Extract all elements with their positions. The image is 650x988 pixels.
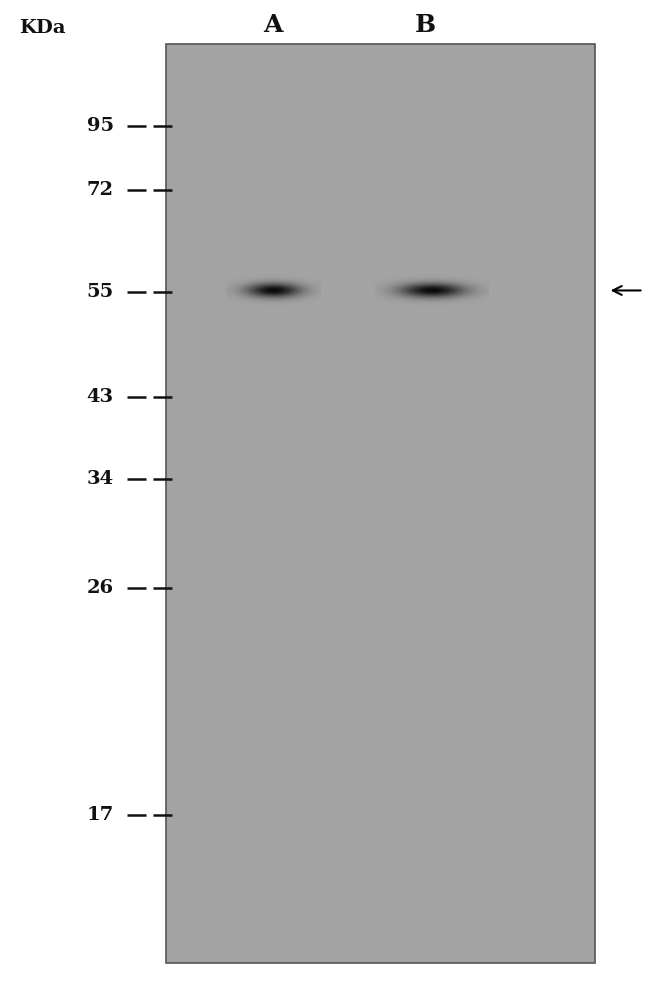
- Text: 26: 26: [86, 579, 114, 597]
- Text: 17: 17: [86, 806, 114, 824]
- Text: 43: 43: [86, 388, 114, 406]
- Text: 34: 34: [86, 470, 114, 488]
- Text: KDa: KDa: [20, 19, 66, 37]
- Text: 72: 72: [86, 181, 114, 199]
- Text: 55: 55: [86, 284, 114, 301]
- Bar: [166, 44, 595, 963]
- Text: B: B: [415, 13, 436, 37]
- Text: 95: 95: [86, 118, 114, 135]
- Text: A: A: [263, 13, 283, 37]
